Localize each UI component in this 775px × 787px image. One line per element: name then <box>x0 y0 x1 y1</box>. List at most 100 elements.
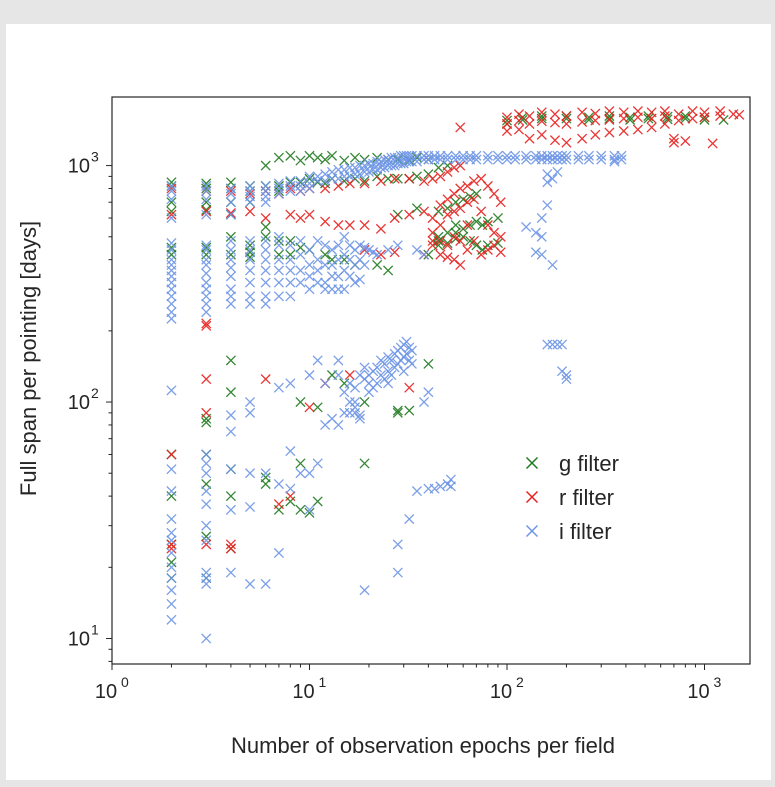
data-point <box>201 209 212 220</box>
data-point <box>273 499 284 510</box>
data-point <box>166 535 177 546</box>
data-point <box>201 206 212 217</box>
data-point <box>201 204 212 215</box>
data-point <box>304 271 315 282</box>
data-point <box>201 468 212 479</box>
data-point <box>482 150 493 161</box>
data-point <box>573 154 584 165</box>
data-point <box>225 567 236 578</box>
data-point <box>468 235 479 247</box>
data-point <box>295 468 306 479</box>
data-point <box>389 173 400 184</box>
data-point <box>304 402 315 413</box>
data-point <box>418 176 430 187</box>
data-point <box>662 111 673 122</box>
data-point <box>707 138 718 149</box>
data-point <box>464 235 476 247</box>
data-point <box>166 194 177 205</box>
data-point <box>659 106 670 117</box>
data-point <box>166 491 177 502</box>
data-point <box>320 378 331 389</box>
data-point <box>552 339 563 350</box>
data-point <box>333 355 344 366</box>
data-point <box>616 154 627 165</box>
data-point <box>561 374 572 385</box>
data-point <box>273 188 284 199</box>
data-point <box>643 113 654 124</box>
legend-marker <box>525 524 539 538</box>
data-point <box>201 183 212 194</box>
y-tick-exponent: 2 <box>91 385 99 401</box>
data-point <box>201 259 212 271</box>
x-tick-exponent: 1 <box>318 674 326 690</box>
data-point <box>166 539 177 550</box>
data-point <box>468 194 479 205</box>
legend-label: g filter <box>559 451 619 476</box>
data-point <box>482 180 493 192</box>
data-point <box>244 244 256 255</box>
data-point <box>285 265 296 276</box>
data-point <box>339 231 350 242</box>
data-point <box>406 358 417 369</box>
data-point <box>530 227 541 238</box>
data-point <box>462 180 473 192</box>
data-point <box>244 188 256 199</box>
data-point <box>673 109 684 120</box>
data-point <box>320 240 331 251</box>
data-point <box>625 112 636 123</box>
data-point <box>383 378 394 389</box>
data-point <box>354 160 365 171</box>
data-point <box>482 244 493 255</box>
data-point <box>201 186 212 197</box>
data-point <box>433 162 444 173</box>
data-point <box>333 173 344 184</box>
data-point <box>312 496 323 507</box>
data-point <box>260 244 271 255</box>
series-r-filter <box>166 106 745 554</box>
data-point <box>166 249 177 260</box>
data-point <box>476 206 487 217</box>
data-point <box>462 244 473 255</box>
data-point <box>455 259 466 271</box>
y-tick-exponent: 3 <box>91 149 99 165</box>
y-tick-label: 10 <box>68 628 90 650</box>
data-point <box>392 405 403 416</box>
data-point <box>295 186 306 197</box>
data-point <box>427 235 438 247</box>
data-point <box>295 249 306 260</box>
data-point <box>201 178 212 189</box>
data-point <box>225 254 236 265</box>
data-point <box>326 150 338 161</box>
data-point <box>225 284 236 295</box>
data-point <box>536 107 547 118</box>
data-point <box>225 209 236 220</box>
data-point <box>295 155 306 166</box>
data-point <box>285 235 296 247</box>
data-point <box>395 158 406 169</box>
data-point <box>225 539 236 550</box>
figure-panel: 10 0 10 1 10 2 10 3 10 1 10 2 10 3 Number of observat… <box>6 24 771 780</box>
data-point <box>260 235 271 247</box>
data-point <box>304 504 315 515</box>
data-point <box>312 254 323 265</box>
data-point <box>372 156 383 167</box>
data-point <box>244 578 256 590</box>
data-point <box>442 240 453 251</box>
data-point <box>616 150 627 161</box>
data-point <box>646 122 657 133</box>
data-point <box>427 227 438 238</box>
data-point <box>273 180 284 192</box>
data-point <box>285 249 296 260</box>
data-point <box>680 110 691 122</box>
data-point <box>383 244 394 255</box>
data-point <box>517 114 528 125</box>
data-point <box>383 265 394 276</box>
data-point <box>201 478 212 490</box>
data-point <box>359 396 370 408</box>
data-point <box>260 197 271 208</box>
data-point <box>699 107 710 118</box>
data-point <box>536 129 547 140</box>
data-point <box>561 118 572 130</box>
data-point <box>501 115 513 126</box>
data-point <box>304 171 315 182</box>
